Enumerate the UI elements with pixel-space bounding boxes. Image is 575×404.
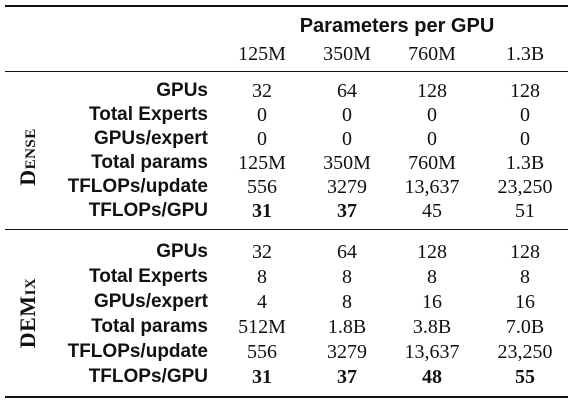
table-cell: 128 (417, 80, 447, 102)
table-cell: 13,637 (404, 176, 460, 198)
group-header: Parameters per GPU (299, 15, 495, 37)
table-cell: 1.8B (327, 316, 367, 338)
table-cell: 3.8B (412, 316, 452, 338)
table-cell: 8 (257, 266, 267, 288)
table-cell: 16 (515, 291, 535, 313)
bottom-rule (5, 396, 568, 398)
table-cell: 128 (417, 241, 447, 263)
table-cell: 55 (515, 366, 535, 388)
table-cell: 31 (252, 200, 272, 222)
row-label-total-params: Total params (91, 152, 208, 173)
table-cell: 7.0B (505, 316, 545, 338)
table-cell: 16 (422, 291, 442, 313)
table-cell: 13,637 (404, 341, 460, 363)
table-cell: 0 (427, 128, 437, 150)
column-header-350m: 350M (323, 43, 371, 65)
table-cell: 1.3B (505, 152, 545, 174)
table-cell: 51 (515, 200, 535, 222)
table-cell: 0 (520, 128, 530, 150)
table-cell: 3279 (327, 341, 367, 363)
table-cell: 45 (422, 200, 442, 222)
column-header-125m: 125M (238, 43, 286, 65)
table-cell: 0 (257, 104, 267, 126)
table-cell: 760M (408, 152, 456, 174)
row-label-tflops-per-gpu: TFLOPs/GPU (88, 366, 208, 387)
table-cell: 0 (520, 104, 530, 126)
table-cell: 0 (257, 128, 267, 150)
table-cell: 0 (342, 128, 352, 150)
table-cell: 32 (252, 241, 272, 263)
row-label-total-experts: Total Experts (89, 104, 208, 125)
table-cell: 128 (510, 241, 540, 263)
table-cell: 125M (238, 152, 286, 174)
table-cell: 8 (520, 266, 530, 288)
row-label-tflops-per-update: TFLOPs/update (67, 341, 208, 362)
top-rule (5, 5, 568, 7)
row-label-gpus: GPUs (156, 241, 208, 262)
table-cell: 23,250 (497, 341, 553, 363)
table-cell: 31 (252, 366, 272, 388)
table-cell: 64 (337, 80, 357, 102)
table-cell: 8 (342, 266, 352, 288)
row-label-gpus: GPUs (156, 80, 208, 101)
table-cell: 48 (422, 366, 442, 388)
row-label-tflops-per-update: TFLOPs/update (67, 176, 208, 197)
table-cell: 128 (510, 80, 540, 102)
row-label-total-experts: Total Experts (89, 266, 208, 287)
section-divider (5, 229, 568, 230)
table-cell: 3279 (327, 176, 367, 198)
row-label-gpus-per-expert: GPUs/expert (93, 291, 208, 312)
table-cell: 0 (427, 104, 437, 126)
table-cell: 512M (238, 316, 286, 338)
table-cell: 37 (337, 366, 357, 388)
table-cell: 4 (257, 291, 267, 313)
table-cell: 64 (337, 241, 357, 263)
table-cell: 556 (247, 341, 277, 363)
table-cell: 8 (342, 291, 352, 313)
row-label-gpus-per-expert: GPUs/expert (93, 128, 208, 149)
table-cell: 23,250 (497, 176, 553, 198)
table-cell: 37 (337, 200, 357, 222)
table-cell: 8 (427, 266, 437, 288)
column-header-1-3b: 1.3B (505, 43, 545, 65)
table-cell: 32 (252, 80, 272, 102)
header-rule (5, 71, 568, 72)
column-header-760m: 760M (408, 43, 456, 65)
row-label-total-params: Total params (91, 316, 208, 337)
table-cell: 0 (342, 104, 352, 126)
table-cell: 556 (247, 176, 277, 198)
row-label-tflops-per-gpu: TFLOPs/GPU (88, 200, 208, 221)
table-cell: 350M (323, 152, 371, 174)
